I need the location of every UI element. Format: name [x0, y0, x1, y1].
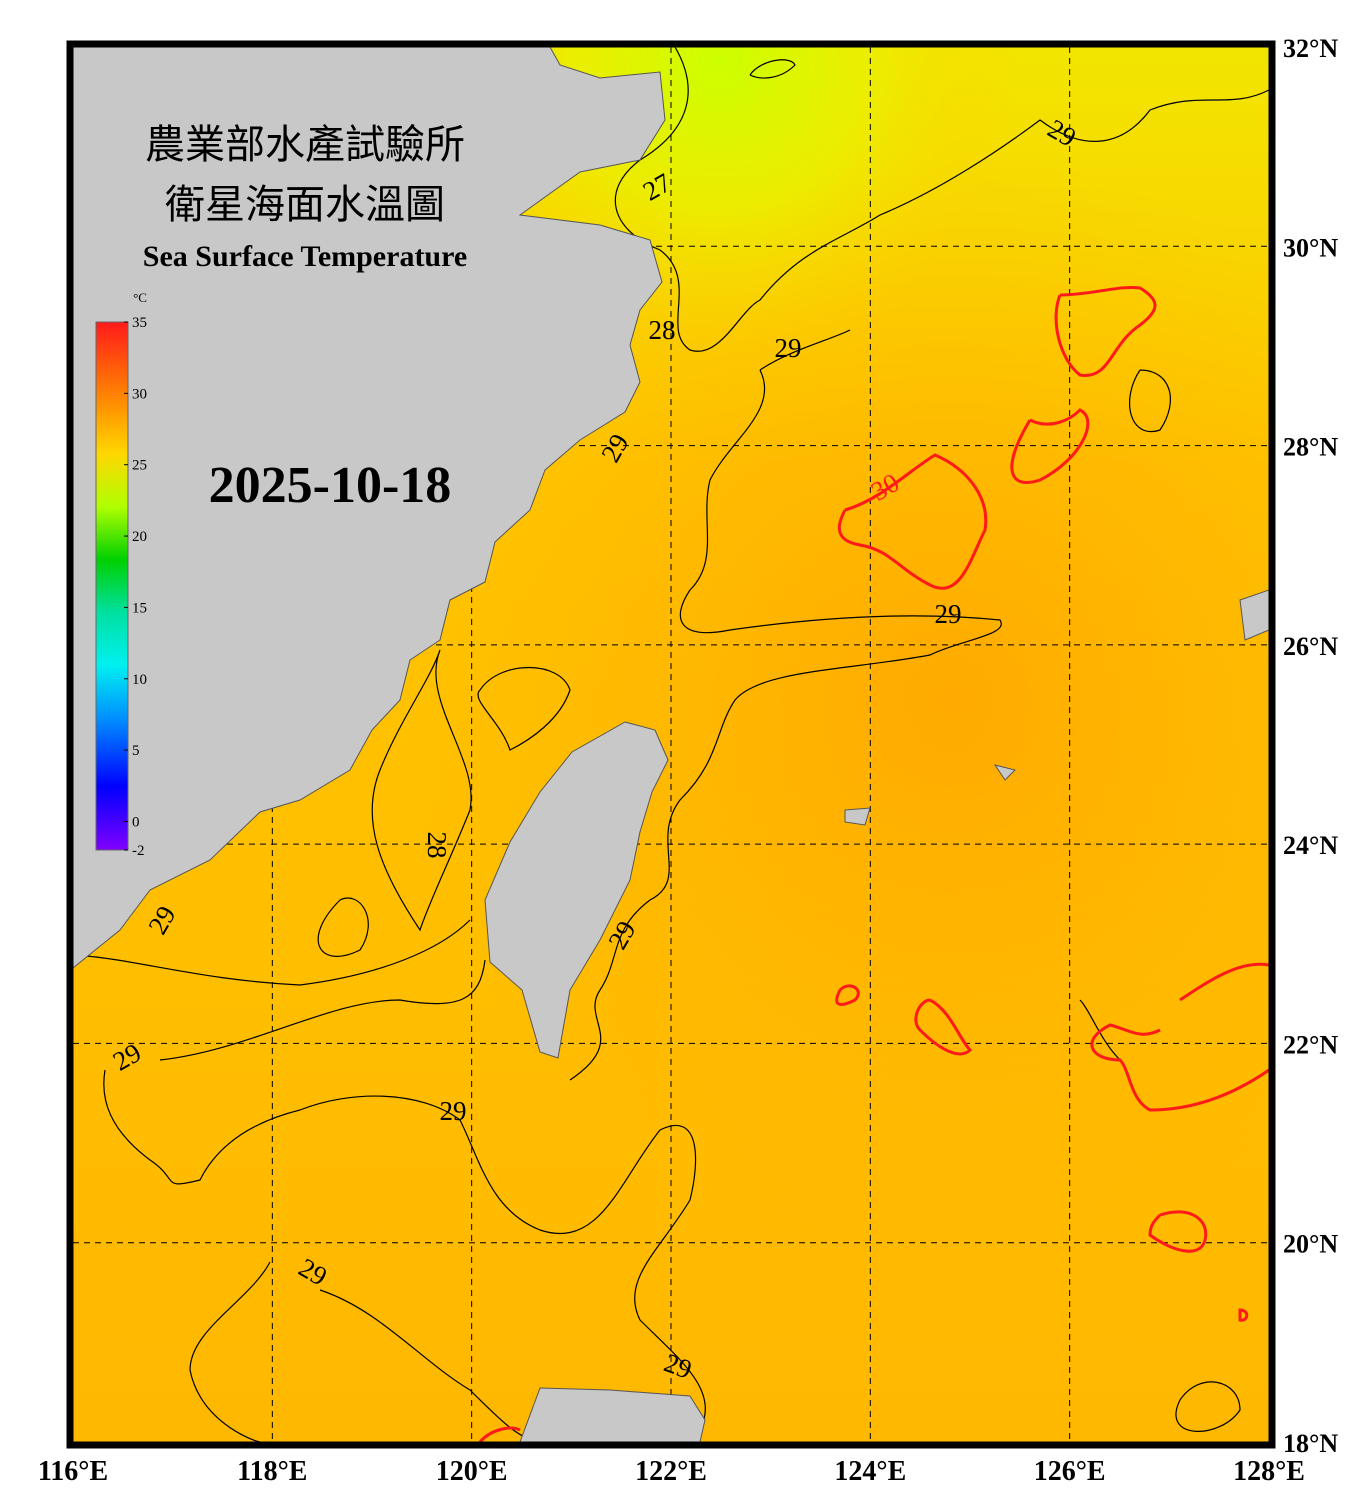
colorbar-tick-label: 20: [132, 529, 147, 545]
colorbar: °C 35 30 25 20 15 10 5 0 -2: [95, 290, 147, 859]
colorbar-tick-label: -2: [132, 843, 145, 859]
china-coast: [73, 47, 666, 969]
lat-label: 26°N: [1283, 632, 1338, 661]
lat-label: 30°N: [1283, 233, 1338, 262]
colorbar-tick-label: 5: [132, 743, 140, 759]
lon-label: 128°E: [1233, 1456, 1305, 1487]
contour-label: 28: [422, 832, 452, 859]
lat-label: 20°N: [1283, 1230, 1338, 1259]
lon-label: 120°E: [436, 1456, 508, 1487]
title-zh-1: 農業部水產試驗所: [145, 122, 465, 167]
axes: 116°E 118°E 120°E 122°E 124°E 126°E 128°E 32°N 3…: [38, 34, 1339, 1487]
lat-label: 32°N: [1283, 34, 1338, 63]
contour: [614, 47, 1269, 352]
lat-label: 22°N: [1283, 1030, 1338, 1059]
lat-label: 28°N: [1283, 433, 1338, 462]
lon-label: 122°E: [635, 1456, 707, 1487]
lon-label: 126°E: [1034, 1456, 1106, 1487]
colorbar-tick-label: 0: [132, 814, 140, 830]
colorbar-unit: °C: [133, 290, 147, 305]
lon-label: 118°E: [237, 1456, 307, 1487]
luzon: [519, 1387, 706, 1442]
colorbar-tick-label: 25: [132, 458, 147, 474]
title-en: Sea Surface Temperature: [143, 240, 467, 273]
lon-label: 124°E: [834, 1456, 906, 1487]
contour: [189, 59, 1241, 1442]
lat-label: 24°N: [1283, 831, 1338, 860]
islands: [844, 589, 1269, 826]
lon-label: 116°E: [38, 1456, 108, 1487]
contour: [371, 649, 571, 932]
contour: [75, 919, 706, 1431]
contour-label: 28: [649, 315, 676, 345]
contour: [569, 329, 1002, 1081]
title-zh-2: 衛星海面水溫圖: [165, 182, 445, 227]
colorbar-scale: [95, 321, 129, 851]
contour-label: 29: [775, 333, 802, 363]
contour-30: [478, 285, 1269, 1442]
contour-label: 29: [935, 599, 962, 629]
date: 2025-10-18: [209, 457, 452, 514]
colorbar-tick-label: 10: [132, 672, 147, 688]
lat-label: 18°N: [1283, 1429, 1338, 1458]
map-frame: [66, 40, 1276, 1449]
colorbar-tick-label: 35: [132, 315, 147, 331]
taiwan: [484, 721, 669, 1059]
contour-label: 29: [440, 1096, 467, 1126]
colorbar-tick-label: 15: [132, 600, 147, 616]
colorbar-tick-label: 30: [132, 386, 147, 402]
